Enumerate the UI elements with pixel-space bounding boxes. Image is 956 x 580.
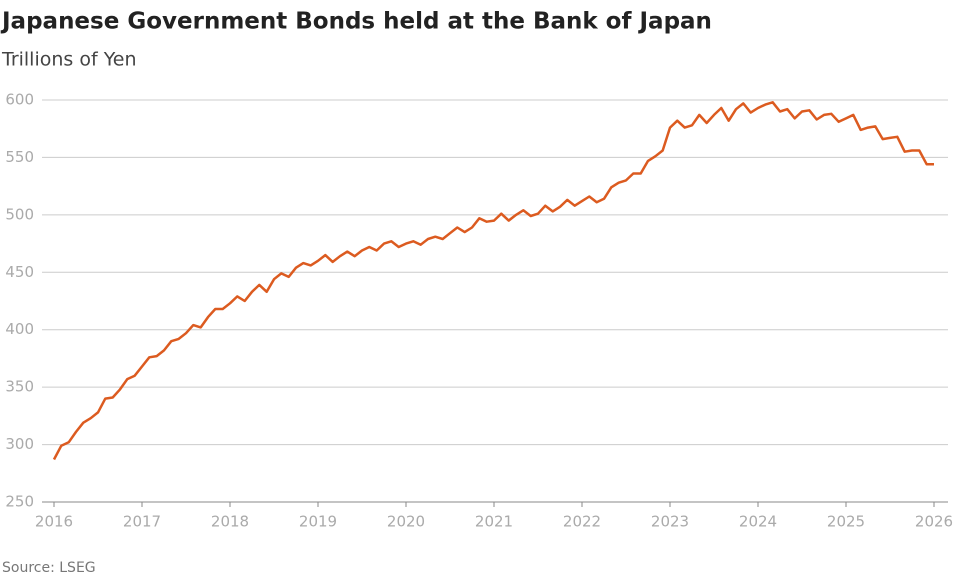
x-tick-label: 2024: [739, 513, 777, 531]
chart-title: Japanese Government Bonds held at the Ba…: [0, 9, 712, 35]
y-tick-label: 500: [5, 205, 34, 223]
x-tick-label: 2018: [211, 513, 249, 531]
x-tick-label: 2017: [123, 513, 161, 531]
source: Source: LSEG: [2, 560, 96, 576]
x-tick-label: 2025: [827, 513, 865, 531]
line: [52, 101, 934, 461]
x-tick-label: 2021: [475, 513, 513, 531]
x-tick-label: 2022: [563, 513, 601, 531]
y-tick-label: 250: [5, 493, 34, 511]
x-tick-label: 2019: [299, 513, 337, 531]
y-tick-label: 600: [5, 91, 34, 109]
x-tick-label: 2026: [915, 513, 953, 531]
y-tick-label: 550: [5, 148, 34, 166]
y-tick-label: 350: [5, 378, 34, 396]
y-tick-label: 300: [5, 435, 34, 453]
x-tick-label: 2020: [387, 513, 425, 531]
y-tick-label: 450: [5, 263, 34, 281]
y-tick-label: 400: [5, 320, 34, 338]
x-tick-label: 2016: [35, 513, 73, 531]
chart-subtitle: Trillions of Yen: [1, 49, 137, 71]
x-tick-label: 2023: [651, 513, 689, 531]
